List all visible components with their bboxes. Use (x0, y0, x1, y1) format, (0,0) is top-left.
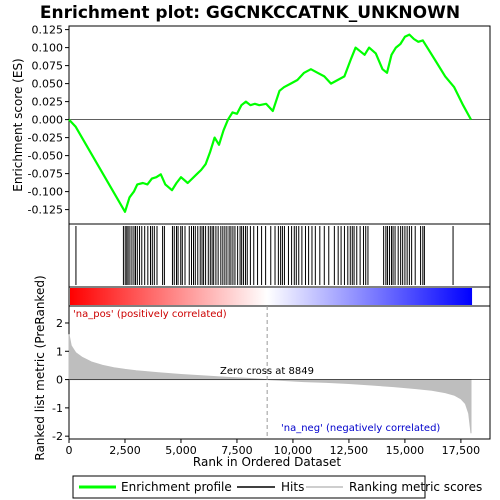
es-y-tick-label: -0.125 (28, 204, 63, 217)
metric-y-tick-label: 2 (56, 317, 63, 330)
legend-label-hits: Hits (281, 480, 304, 494)
metric-y-tick-label: -1 (52, 402, 63, 415)
es-y-tick-label: -0.050 (28, 150, 63, 163)
es-y-tick-label: 0.000 (32, 114, 64, 127)
es-y-tick-label: -0.075 (28, 168, 63, 181)
x-tick-label: 10,000 (274, 444, 313, 457)
na-pos-annotation: 'na_pos' (positively correlated) (73, 309, 227, 320)
ranking-metric-area (68, 334, 472, 434)
zero-cross-annotation: Zero cross at 8849 (220, 366, 314, 377)
metric-y-tick-label: 1 (56, 345, 63, 358)
ranked-metric-panel (68, 306, 490, 439)
x-tick-label: 17,500 (442, 444, 481, 457)
x-axis-label: Rank in Ordered Dataset (193, 455, 341, 469)
axes: 0.125 0.100 0.075 0.050 0.025 0.000 -0.025 -0.0… (28, 24, 481, 457)
x-tick-label: 12,500 (330, 444, 369, 457)
es-panel-frame (68, 25, 491, 225)
x-tick-label: 15,000 (386, 444, 425, 457)
chart-title: Enrichment plot: GGCNKCCATNK_UNKNOWN (40, 3, 460, 23)
es-y-tick-label: 0.050 (32, 78, 64, 91)
legend: Enrichment profile Hits Ranking metric s… (72, 475, 482, 499)
na-neg-annotation: 'na_neg' (negatively correlated) (281, 423, 440, 434)
metric-y-axis-label: Ranked list metric (PreRanked) (33, 275, 47, 460)
es-y-tick-label: -0.025 (28, 132, 63, 145)
legend-label-ranking-metric: Ranking metric scores (349, 480, 482, 494)
es-panel (68, 33, 490, 213)
ranking-bar (70, 288, 473, 305)
x-tick-label: 0 (66, 444, 73, 457)
es-y-tick-label: 0.100 (32, 42, 64, 55)
es-y-axis-label: Enrichment score (ES) (11, 58, 25, 191)
es-y-tick-label: 0.075 (32, 60, 64, 73)
enrichment-profile-line (68, 33, 472, 213)
metric-y-tick-label: -2 (52, 430, 63, 443)
es-y-tick-label: -0.100 (28, 186, 63, 199)
hits-panel (75, 226, 454, 285)
x-tick-label: 7,500 (221, 444, 253, 457)
es-y-tick-label: 0.125 (32, 24, 64, 37)
x-tick-label: 5,000 (165, 444, 197, 457)
es-y-tick-label: 0.025 (32, 96, 64, 109)
x-tick-label: 2,500 (109, 444, 141, 457)
ranking-gradient-bar (70, 288, 473, 305)
metric-y-tick-label: 0 (56, 374, 63, 387)
legend-label-enrichment-profile: Enrichment profile (121, 480, 232, 494)
